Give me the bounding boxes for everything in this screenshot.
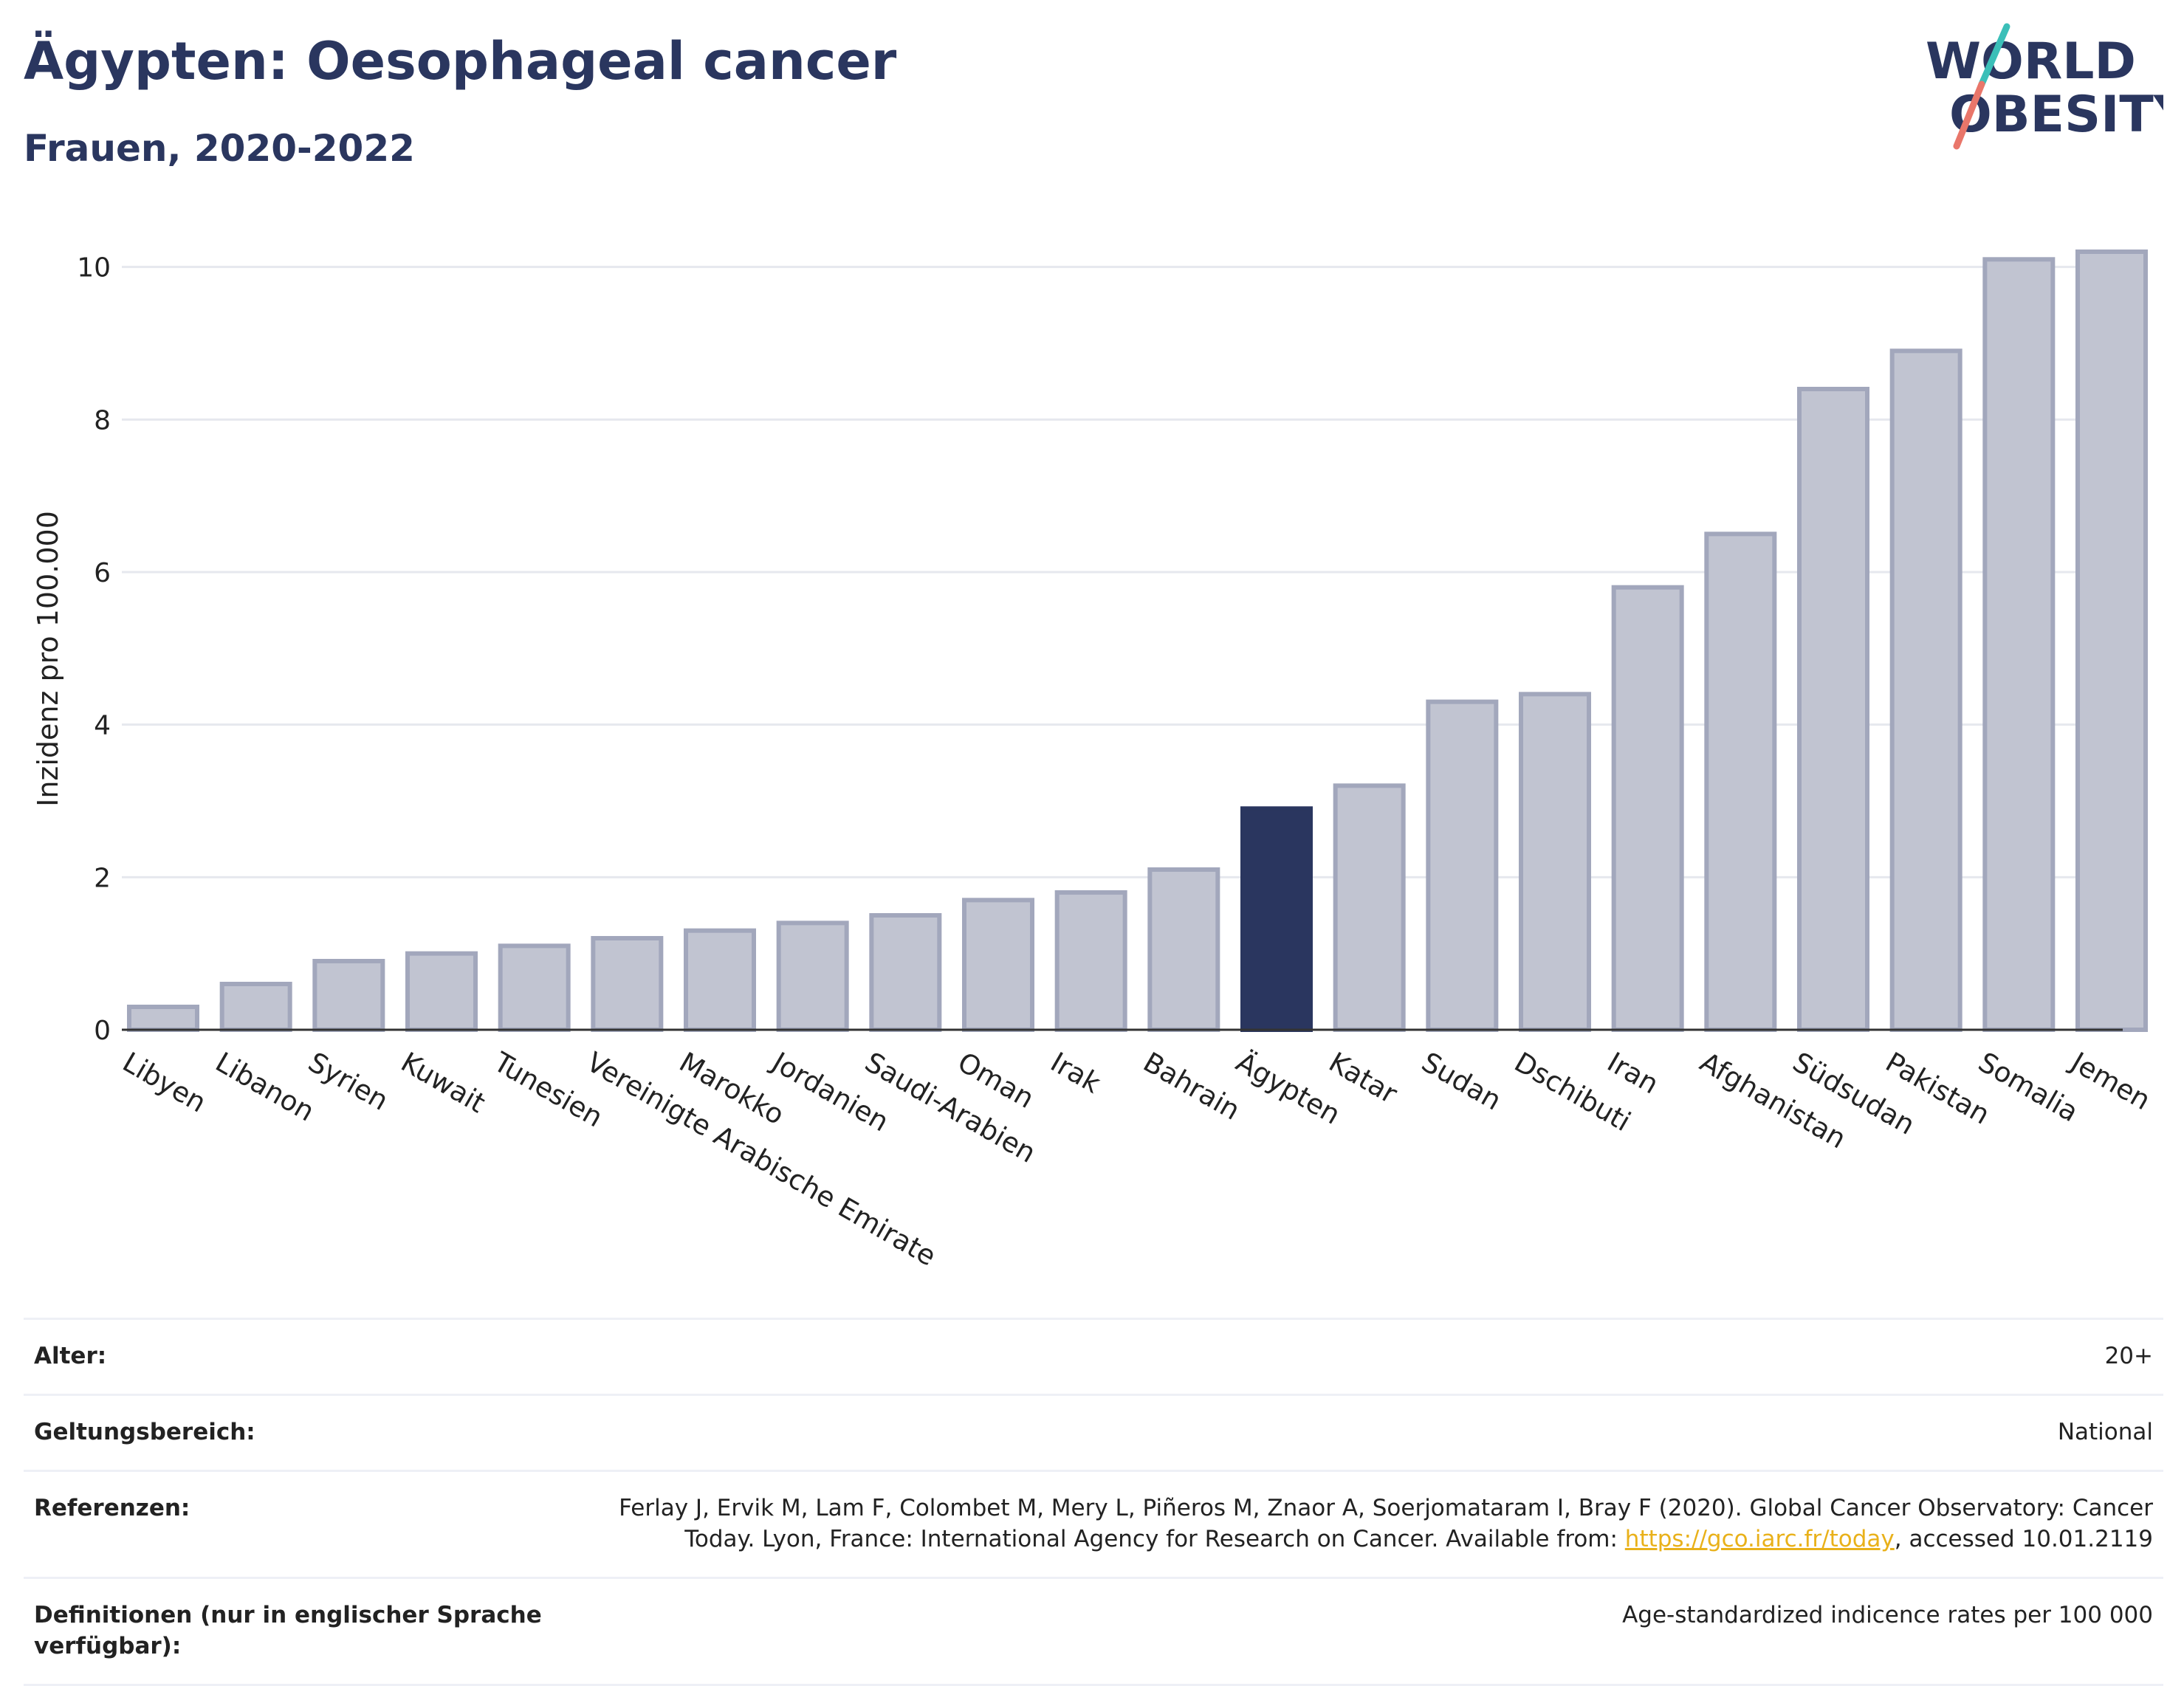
y-tick-label: 8 <box>94 405 111 436</box>
x-tick-label: Syrien <box>303 1046 394 1117</box>
bar <box>2075 250 2148 1032</box>
bars <box>127 250 2148 1033</box>
y-tick-label: 6 <box>94 558 111 588</box>
meta-row-references: Referenzen: Ferlay J, Ervik M, Lam F, Co… <box>24 1470 2163 1577</box>
bar <box>776 921 849 1033</box>
bar <box>1797 387 1869 1032</box>
bar <box>127 1005 199 1032</box>
page-subtitle: Frauen, 2020-2022 <box>24 127 415 170</box>
bar <box>684 928 756 1032</box>
bar <box>312 959 385 1032</box>
scope-label: Geltungsbereich: <box>34 1419 255 1445</box>
x-tick-label: Libyen <box>117 1046 212 1118</box>
bar <box>405 951 478 1032</box>
y-tick-label: 10 <box>77 253 111 283</box>
x-tick-label: Libanon <box>210 1046 320 1128</box>
definitions-value: Age-standardized indicence rates per 100… <box>1622 1602 2153 1628</box>
x-tick-label: Irak <box>1045 1046 1107 1100</box>
references-accessed: , accessed 10.01.2119 <box>1894 1526 2153 1552</box>
bar <box>591 936 664 1032</box>
bar <box>1704 531 1777 1032</box>
x-tick-label: Sudan <box>1416 1046 1506 1117</box>
bar <box>1147 867 1220 1032</box>
bar <box>1333 783 1406 1033</box>
bar-highlight <box>1240 806 1313 1033</box>
meta-row-age: Alter: 20+ <box>24 1318 2163 1394</box>
meta-row-scope: Geltungsbereich: National <box>24 1394 2163 1470</box>
x-tick-label: Ägypten <box>1231 1046 1346 1131</box>
bar <box>1611 585 1684 1032</box>
references-text: Ferlay J, Ervik M, Lam F, Colombet M, Me… <box>619 1495 2153 1552</box>
scope-value: National <box>2057 1419 2153 1445</box>
page-title: Ägypten: Oesophageal cancer <box>24 31 897 92</box>
logo-line-1: WORLD <box>1926 32 2136 91</box>
age-label: Alter: <box>34 1343 107 1369</box>
x-tick-label: Kuwait <box>396 1046 491 1119</box>
logo-line-2: OBESITY <box>1949 86 2163 144</box>
logo-slash-teal <box>1978 23 2010 88</box>
meta-row-definitions: Definitionen (nur in englischer Sprache … <box>24 1577 2163 1686</box>
bar <box>1982 257 2056 1032</box>
world-obesity-logo: WORLD OBESITY <box>1926 23 2163 150</box>
bar <box>1889 348 1962 1033</box>
bar <box>498 943 571 1033</box>
bar <box>219 982 292 1032</box>
bar <box>962 898 1034 1033</box>
x-tick-label: Bahrain <box>1138 1046 1245 1126</box>
references-link[interactable]: https://gco.iarc.fr/today <box>1624 1526 1895 1552</box>
logo-slash-coral <box>1953 80 1985 150</box>
references-label: Referenzen: <box>34 1495 190 1521</box>
grid-lines <box>122 266 2123 878</box>
y-tick-label: 2 <box>94 863 111 893</box>
y-axis-label: Inzidenz pro 100.000 <box>32 511 64 807</box>
metadata-table: Alter: 20+ Geltungsbereich: National Ref… <box>24 1318 2163 1686</box>
y-tick-label: 4 <box>94 711 111 741</box>
x-tick-label: Iran <box>1602 1046 1664 1100</box>
age-value: 20+ <box>2104 1343 2153 1369</box>
bar <box>1054 890 1127 1032</box>
y-tick-label: 0 <box>94 1016 111 1046</box>
bar <box>1519 692 1591 1032</box>
definitions-label: Definitionen (nur in englischer Sprache … <box>34 1602 542 1659</box>
bar <box>869 913 942 1032</box>
bar <box>1426 699 1499 1033</box>
references-value: Ferlay J, Ervik M, Lam F, Colombet M, Me… <box>602 1493 2153 1555</box>
x-tick-label: Somalia <box>1973 1046 2084 1128</box>
